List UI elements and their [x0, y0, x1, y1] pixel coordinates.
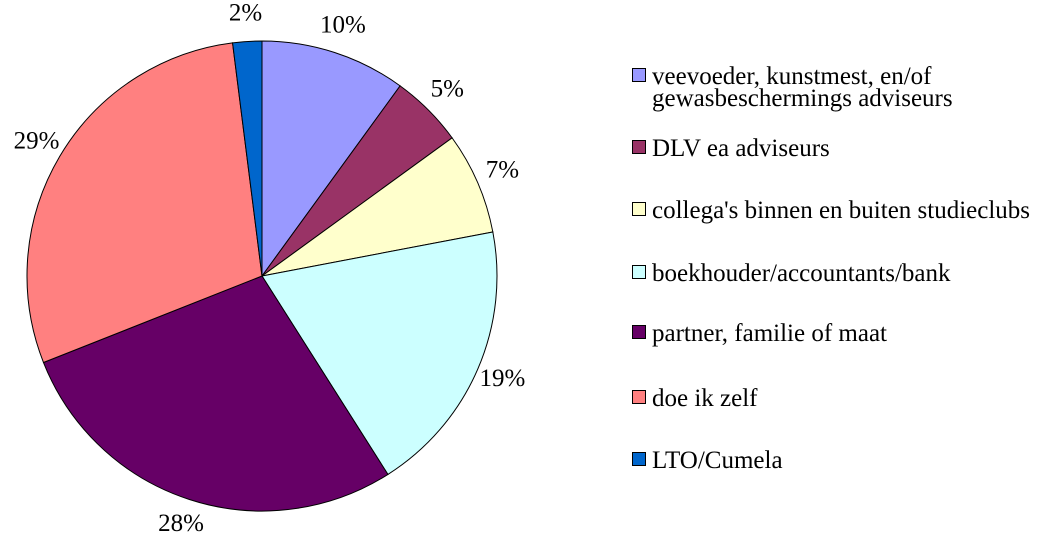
pie-slice — [42, 275, 389, 512]
legend-item: collega's binnen en buiten studieclubs — [632, 197, 1037, 224]
data-label: 2% — [229, 0, 262, 26]
data-label: 5% — [431, 75, 464, 102]
legend-item: veevoeder, kunstmest, en/of gewasbescher… — [632, 63, 1037, 112]
legend-swatch — [632, 265, 646, 279]
data-label: 28% — [158, 510, 204, 537]
legend-swatch — [632, 325, 646, 339]
legend-item: doe ik zelf — [632, 385, 1037, 412]
legend-label: boekhouder/accountants/bank — [652, 260, 951, 287]
legend-label: partner, familie of maat — [652, 320, 887, 347]
pie-slice — [261, 40, 401, 278]
pie-slice — [261, 137, 494, 277]
legend-item: DLV ea adviseurs — [632, 135, 1037, 162]
data-label: 19% — [480, 365, 526, 392]
legend-swatch — [632, 202, 646, 216]
pie-slice — [261, 231, 498, 476]
legend-label: LTO/Cumela — [652, 447, 783, 474]
legend-item: partner, familie of maat — [632, 320, 1037, 347]
legend-label: veevoeder, kunstmest, en/of gewasbescher… — [652, 63, 953, 112]
data-label: 7% — [486, 157, 519, 184]
data-label: 29% — [14, 127, 60, 154]
legend-label: DLV ea adviseurs — [652, 135, 830, 162]
pie-slice — [26, 42, 263, 364]
legend-item: boekhouder/accountants/bank — [632, 260, 1037, 287]
legend-swatch — [632, 68, 646, 82]
legend-swatch — [632, 390, 646, 404]
legend-item: LTO/Cumela — [632, 447, 1037, 474]
legend-swatch — [632, 140, 646, 154]
legend-label: collega's binnen en buiten studieclubs — [652, 197, 1031, 224]
data-label: 10% — [320, 12, 366, 39]
legend-swatch — [632, 452, 646, 466]
pie-slice — [231, 40, 263, 277]
legend-label: doe ik zelf — [652, 385, 758, 412]
